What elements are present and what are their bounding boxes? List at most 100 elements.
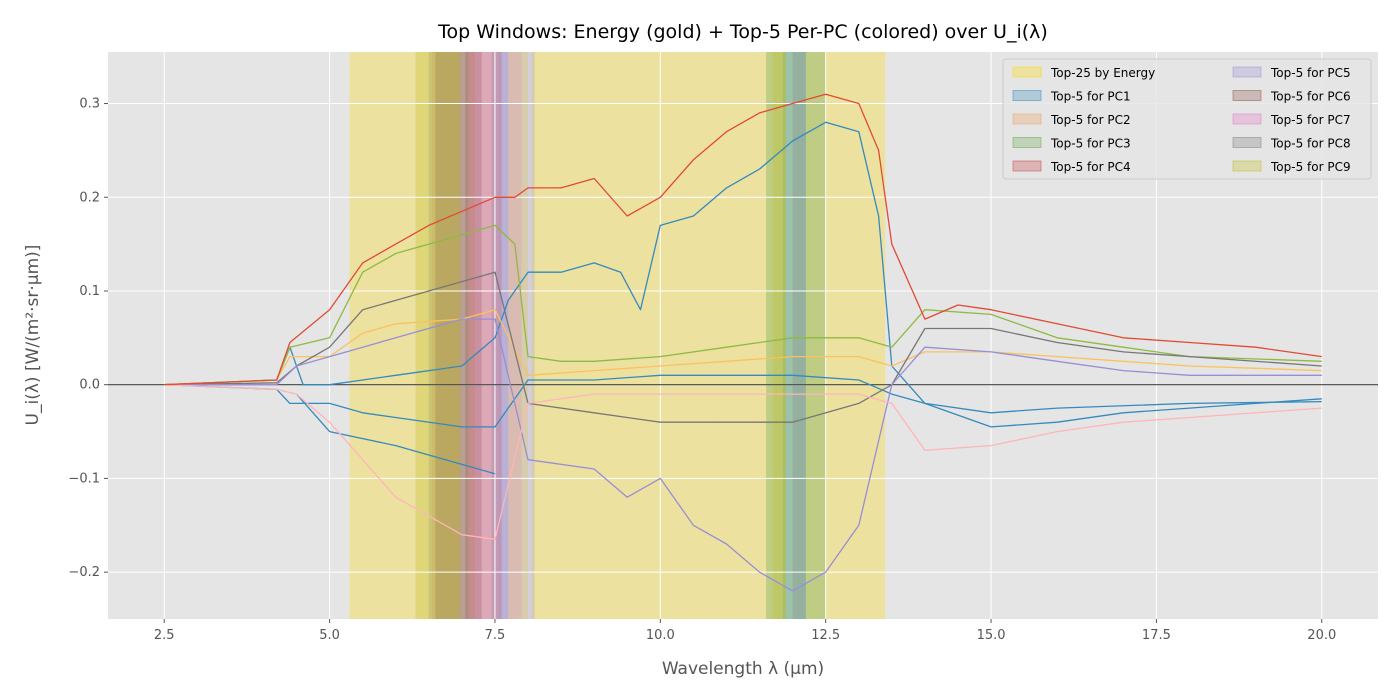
window-span xyxy=(481,52,489,619)
window-span xyxy=(428,52,443,619)
legend-label: Top-5 for PC9 xyxy=(1270,160,1351,174)
window-span xyxy=(660,52,681,619)
window-span xyxy=(451,52,462,619)
x-tick-label: 15.0 xyxy=(977,628,1006,643)
window-span xyxy=(865,52,886,619)
window-span xyxy=(594,52,611,619)
window-span xyxy=(802,52,813,619)
window-span xyxy=(759,52,786,619)
series-lines xyxy=(164,93,1322,592)
window-span xyxy=(465,52,476,619)
y-tick-label: 0.1 xyxy=(79,284,100,299)
legend-label: Top-5 for PC5 xyxy=(1270,66,1351,80)
window-span xyxy=(468,52,476,619)
window-span xyxy=(405,52,423,619)
y-axis-ticks: −0.2 −0.1 0.0 0.1 0.2 0.3 xyxy=(68,97,108,580)
window-span xyxy=(528,52,535,619)
legend-label: Top-5 for PC1 xyxy=(1050,90,1131,104)
window-span xyxy=(448,52,459,619)
x-tick-label: 5.0 xyxy=(319,628,340,643)
window-span xyxy=(438,52,449,619)
legend-swatch xyxy=(1012,90,1042,101)
series-line xyxy=(164,309,1322,386)
series-line xyxy=(164,384,1322,540)
window-span xyxy=(700,52,720,619)
window-span xyxy=(511,52,522,619)
legend-frame xyxy=(1002,58,1372,180)
legend-swatch xyxy=(1232,66,1262,78)
y-tick-label: 0.2 xyxy=(79,190,100,205)
window-span xyxy=(792,52,806,619)
window-span xyxy=(508,52,529,619)
legend-swatch xyxy=(1012,66,1042,78)
series-line xyxy=(164,224,1322,386)
series-line xyxy=(164,121,1322,428)
x-tick-label: 2.5 xyxy=(154,628,175,643)
legend-label: Top-5 for PC7 xyxy=(1270,113,1351,127)
window-span xyxy=(369,52,390,619)
window-span xyxy=(415,52,429,619)
window-span xyxy=(442,52,452,619)
window-span xyxy=(432,52,446,619)
legend-swatch xyxy=(1232,90,1262,101)
window-span xyxy=(445,52,462,619)
x-tick-label: 17.5 xyxy=(1142,628,1171,643)
series-line xyxy=(164,374,1322,428)
series-line xyxy=(164,318,1322,592)
legend-label: Top-5 for PC8 xyxy=(1270,137,1351,151)
window-span xyxy=(792,52,800,619)
y-tick-label: 0.3 xyxy=(79,97,100,112)
window-span xyxy=(719,52,740,619)
legend-swatch xyxy=(1012,137,1042,148)
legend-swatch xyxy=(1232,113,1262,125)
legend-swatch xyxy=(1232,137,1262,148)
window-span xyxy=(498,52,509,619)
window-span xyxy=(792,52,803,619)
series-line xyxy=(164,93,1322,386)
legend-label: Top-5 for PC4 xyxy=(1050,160,1131,174)
window-span xyxy=(451,52,462,619)
x-axis-ticks: 2.5 5.0 7.5 10.0 12.5 15.0 17.5 20.0 xyxy=(154,619,1336,643)
window-span xyxy=(739,52,760,619)
legend-label: Top-5 for PC6 xyxy=(1270,90,1351,104)
window-span xyxy=(772,52,786,619)
window-span xyxy=(610,52,628,619)
window-span xyxy=(465,52,472,619)
window-span xyxy=(643,52,661,619)
series-line xyxy=(296,393,496,475)
x-tick-label: 20.0 xyxy=(1307,628,1336,643)
window-span xyxy=(782,52,793,619)
legend: Top-25 by Energy Top-5 for PC1 Top-5 for P… xyxy=(1002,58,1372,180)
window-span xyxy=(812,52,826,619)
window-span xyxy=(455,52,466,619)
window-span xyxy=(389,52,406,619)
y-tick-label: −0.1 xyxy=(68,471,100,486)
window-span xyxy=(475,52,482,619)
series-line xyxy=(164,271,1322,423)
window-span xyxy=(782,52,793,619)
window-span xyxy=(461,52,469,619)
window-span xyxy=(461,52,469,619)
legend-swatch xyxy=(1232,160,1262,172)
chart-title: Top Windows: Energy (gold) + Top-5 Per-P… xyxy=(437,21,1048,43)
legend-label: Top-5 for PC2 xyxy=(1050,113,1131,127)
window-span xyxy=(432,52,443,619)
x-tick-label: 10.0 xyxy=(646,628,675,643)
window-span xyxy=(501,52,512,619)
y-tick-label: −0.2 xyxy=(68,565,100,580)
window-span xyxy=(471,52,482,619)
window-span xyxy=(627,52,644,619)
window-span xyxy=(832,52,866,619)
legend-swatch xyxy=(1012,113,1042,125)
window-span xyxy=(521,52,529,619)
window-span xyxy=(435,52,446,619)
y-axis-label: U_i(λ) [W/(m²·sr·µm)] xyxy=(23,245,43,426)
window-span xyxy=(799,52,806,619)
window-span xyxy=(531,52,548,619)
window-span xyxy=(471,52,482,619)
window-span xyxy=(481,52,492,619)
window-span xyxy=(442,52,452,619)
highlight-windows xyxy=(349,52,886,619)
x-tick-label: 12.5 xyxy=(811,628,840,643)
